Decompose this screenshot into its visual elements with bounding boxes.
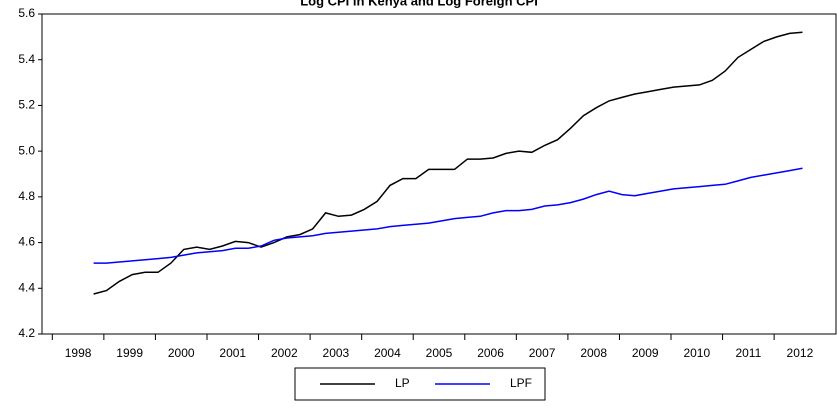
x-tick-label: 2006 bbox=[477, 346, 504, 360]
y-tick-label: 4.2 bbox=[18, 326, 35, 340]
plot-frame bbox=[41, 13, 837, 335]
x-tick-label: 2000 bbox=[168, 346, 195, 360]
y-tick-label: 5.0 bbox=[18, 143, 35, 157]
y-tick-label: 5.2 bbox=[18, 98, 35, 112]
y-tick-label: 4.8 bbox=[18, 189, 35, 203]
y-tick-label: 5.6 bbox=[18, 6, 35, 20]
x-tick-label: 2012 bbox=[787, 346, 814, 360]
x-tick-label: 1999 bbox=[116, 346, 143, 360]
y-tick-label: 4.6 bbox=[18, 235, 35, 249]
x-tick-label: 2011 bbox=[735, 346, 761, 360]
legend-label: LP bbox=[395, 376, 410, 390]
x-tick-label: 2008 bbox=[580, 346, 607, 360]
series-line bbox=[93, 167, 803, 264]
x-tick-label: 2007 bbox=[529, 346, 556, 360]
chart-title: Log CPI in Kenya and Log Foreign CPI bbox=[300, 0, 538, 8]
y-tick-label: 5.4 bbox=[18, 52, 35, 66]
x-tick-label: 2004 bbox=[374, 346, 401, 360]
x-tick-label: 2010 bbox=[683, 346, 710, 360]
x-tick-label: 2005 bbox=[426, 346, 453, 360]
y-tick-label: 4.4 bbox=[18, 280, 35, 294]
x-tick-label: 2009 bbox=[632, 346, 659, 360]
x-tick-label: 2003 bbox=[323, 346, 350, 360]
series-line bbox=[93, 31, 803, 295]
x-tick-label: 2002 bbox=[271, 346, 298, 360]
legend-label: LPF bbox=[510, 376, 532, 390]
x-tick-label: 2001 bbox=[219, 346, 246, 360]
x-tick-label: 1998 bbox=[65, 346, 92, 360]
